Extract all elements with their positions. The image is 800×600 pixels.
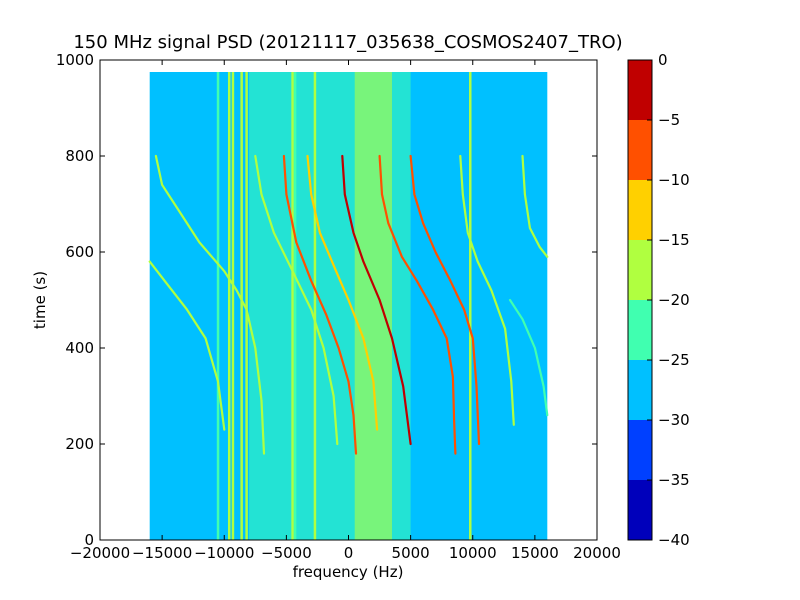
x-tick-label: 20000 [573, 544, 621, 562]
colorbar-tick-label: −30 [658, 411, 690, 429]
colorbar-segment [628, 480, 652, 540]
y-tick-label: 400 [65, 339, 94, 357]
heatmap-doppler-trace [409, 154, 481, 446]
colorbar-segment [628, 420, 652, 480]
x-tick-label: 10000 [449, 544, 497, 562]
colorbar-segment [628, 120, 652, 180]
heatmap-doppler-trace [282, 154, 358, 455]
heatmap-layer [148, 72, 549, 540]
heatmap-doppler-trace [508, 298, 549, 417]
colorbar-segment [628, 240, 652, 300]
heatmap-doppler-trace [459, 154, 515, 426]
x-tick-label: 0 [344, 544, 354, 562]
x-tick-label: 15000 [511, 544, 559, 562]
y-axis-label: time (s) [31, 271, 49, 329]
colorbar-segment [628, 360, 652, 420]
heatmap-doppler-trace [378, 154, 457, 455]
x-tick-label: −5000 [261, 544, 312, 562]
colorbar-tick-label: −20 [658, 291, 690, 309]
heatmap-doppler-trace [306, 154, 379, 431]
heatmap-doppler-trace [341, 154, 412, 446]
y-tick-label: 0 [84, 531, 94, 549]
colorbar-tick-label: −25 [658, 351, 690, 369]
y-tick-label: 800 [65, 147, 94, 165]
colorbar-tick-label: 0 [658, 51, 668, 69]
heatmap-doppler-trace [148, 260, 226, 431]
x-tick-label: −15000 [132, 544, 192, 562]
colorbar-segment [628, 180, 652, 240]
heatmap-doppler-trace [254, 154, 339, 446]
x-tick-label: −10000 [194, 544, 254, 562]
colorbar-segment [628, 300, 652, 360]
x-tick-label: −20000 [70, 544, 130, 562]
colorbar-tick-label: −35 [658, 471, 690, 489]
chart-title: 150 MHz signal PSD (20121117_035638_COSM… [73, 32, 622, 53]
heatmap-doppler-trace [521, 154, 549, 258]
colorbar-tick-label: −10 [658, 171, 690, 189]
y-tick-label: 1000 [56, 51, 94, 69]
y-tick-label: 600 [65, 243, 94, 261]
x-axis-ticks: −20000 −15000 −10000 −5000 0 5000 10000 15000 20… [70, 60, 621, 562]
heatmap-central-band [354, 72, 392, 540]
colorbar-tick-label: −5 [658, 111, 680, 129]
x-axis-label: frequency (Hz) [293, 563, 404, 581]
y-tick-label: 200 [65, 435, 94, 453]
heatmap-doppler-trace [154, 154, 266, 455]
colorbar-segment [628, 60, 652, 120]
colorbar: −40 −35 −30 −25 −20 −15 −10 −5 0 [627, 51, 690, 549]
colorbar-tick-label: −15 [658, 231, 690, 249]
x-tick-label: 5000 [392, 544, 430, 562]
y-axis-ticks: 0 200 400 600 800 1000 [56, 51, 597, 549]
colorbar-tick-label: −40 [658, 531, 690, 549]
